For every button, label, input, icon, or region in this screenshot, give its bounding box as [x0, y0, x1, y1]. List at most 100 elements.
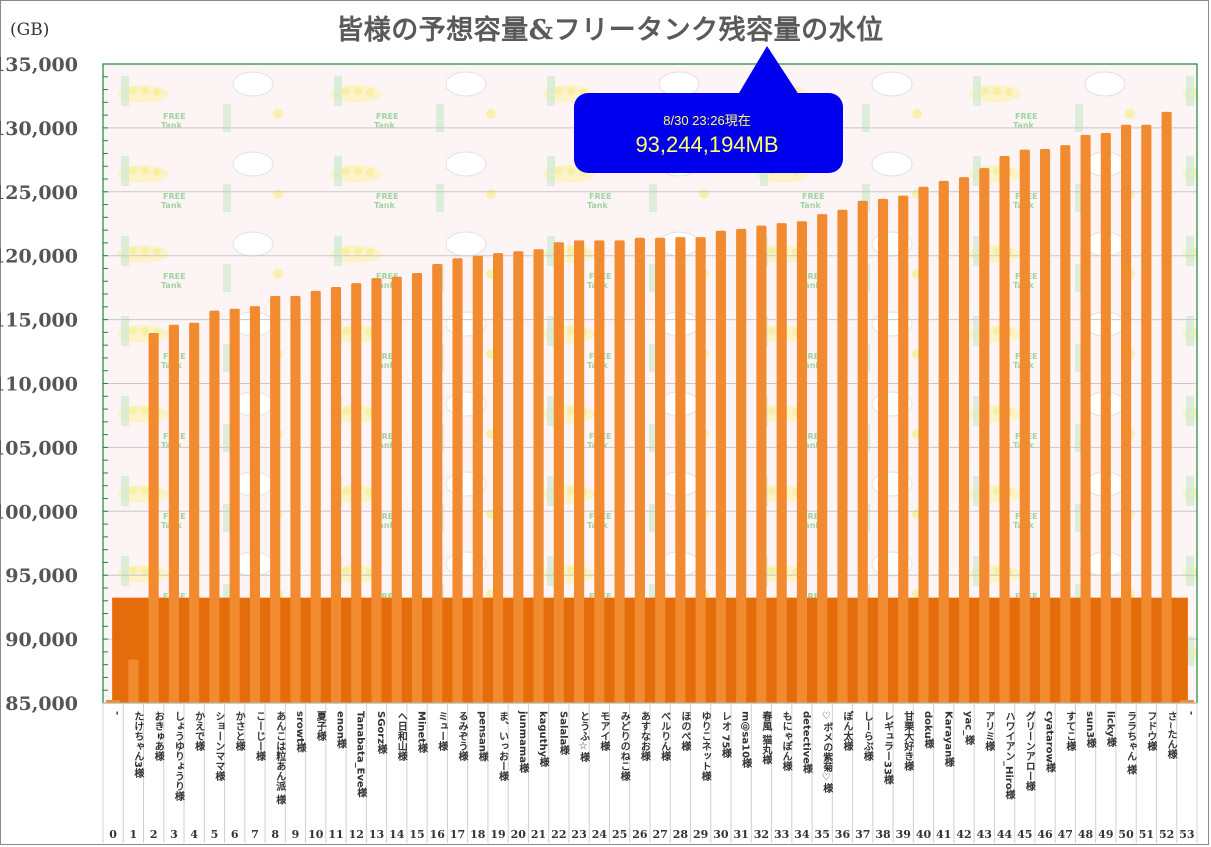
x-index-label: 34 — [794, 828, 810, 841]
x-index-label: 36 — [835, 828, 851, 841]
x-index-label: 41 — [936, 828, 951, 841]
bar — [1019, 149, 1030, 704]
x-index-label: 21 — [531, 828, 546, 841]
bar — [857, 200, 868, 703]
bar — [999, 156, 1010, 704]
x-index-label: 23 — [571, 828, 586, 841]
chart-title: 皆様の予想容量&フリータンク残容量の水位 — [336, 15, 884, 46]
x-index-label: 38 — [875, 828, 891, 841]
bar — [898, 195, 909, 703]
x-index-label: 43 — [977, 828, 992, 841]
bar — [1179, 700, 1194, 703]
y-tick-label: 120,000 — [0, 246, 78, 268]
bar — [634, 237, 645, 704]
bar — [411, 272, 423, 703]
x-category-label: ミュー様 — [436, 711, 448, 752]
bar — [391, 276, 402, 703]
callout-box — [574, 93, 843, 173]
bar — [574, 240, 585, 703]
bar — [209, 310, 220, 703]
x-index-label: 19 — [490, 828, 505, 841]
x-category-label: おきゅあ様 — [152, 711, 164, 762]
x-category-label: グリーンアロー様 — [1023, 710, 1035, 792]
y-tick-label: 100,000 — [0, 501, 78, 523]
x-category-label: ぽん太様 — [841, 710, 854, 752]
bar — [351, 283, 362, 703]
x-category-label: ララちゃん 様 — [1125, 711, 1137, 775]
bar — [1100, 133, 1111, 704]
x-index-label: 8 — [271, 828, 279, 841]
x-index-label: 3 — [170, 828, 178, 841]
y-axis-unit-label: (GB) — [10, 20, 50, 40]
x-category-label: さ~たん様 — [1165, 711, 1177, 760]
x-category-label: あすなお様 — [638, 711, 650, 762]
x-category-label: sun3様 — [1084, 711, 1096, 749]
x-index-label: 24 — [592, 828, 608, 841]
x-index-label: 32 — [754, 828, 769, 841]
bars — [106, 111, 1194, 704]
x-index-label: 2 — [150, 828, 158, 841]
x-index-label: 40 — [916, 828, 932, 841]
x-category-label: しーらぶ様 — [861, 711, 874, 762]
x-index-label: 11 — [328, 828, 343, 841]
x-index-label: 26 — [632, 828, 648, 841]
x-category-label: ヘ日和山様 — [395, 711, 408, 762]
x-index-label: 50 — [1118, 828, 1134, 841]
x-category-label: モアイ様 — [598, 711, 610, 752]
x-index-label: 14 — [389, 828, 405, 841]
bar — [756, 225, 767, 704]
bar — [189, 322, 200, 703]
bar — [675, 237, 686, 703]
bar — [918, 186, 929, 704]
bar — [533, 249, 544, 703]
x-index-label: 37 — [855, 828, 870, 841]
x-index-label: 12 — [349, 828, 364, 841]
x-index-label: 0 — [109, 828, 117, 841]
callout-value: 93,244,194MB — [635, 132, 778, 157]
x-index-label: 16 — [430, 828, 446, 841]
x-index-label: 18 — [470, 828, 486, 841]
bar — [128, 659, 139, 703]
y-tick-label: 110,000 — [0, 374, 78, 396]
bar — [513, 251, 524, 704]
x-category-label: もにゃぽん様 — [780, 711, 792, 772]
x-index-label: 46 — [1037, 828, 1053, 841]
x-category-label: Karayan様 — [942, 711, 954, 768]
bar — [877, 198, 889, 704]
x-index-label: 47 — [1058, 828, 1073, 841]
x-category-label: みどりのねこ様 — [618, 711, 630, 782]
bar — [938, 180, 949, 703]
x-category-label: ほのぺ様 — [679, 711, 691, 752]
x-index-label: 7 — [251, 828, 259, 841]
bar — [553, 242, 564, 703]
y-tick-label: 135,000 — [0, 54, 78, 76]
bar — [229, 308, 240, 703]
callout-annotation: 8/30 23:26現在 93,244,194MB — [574, 46, 843, 173]
bar — [695, 237, 706, 703]
bar — [432, 264, 443, 703]
bar — [817, 214, 828, 704]
x-category-label: Tanabata_Eve様 — [355, 711, 367, 799]
x-index-label: 5 — [211, 828, 219, 841]
x-category-label: 春風 猫丸様 — [760, 710, 773, 765]
bar — [452, 258, 463, 703]
x-category-label: pensan様 — [476, 711, 488, 763]
bar — [1039, 148, 1051, 703]
x-index-label: 13 — [369, 828, 384, 841]
x-index-label: 48 — [1078, 828, 1094, 841]
y-tick-label: 125,000 — [0, 182, 78, 204]
x-category-label: 甘栗大好き様 — [902, 710, 915, 772]
x-category-label: べルりん様 — [659, 711, 671, 762]
x-index-label: 28 — [673, 828, 689, 841]
x-category-label: - — [1185, 711, 1196, 715]
bar — [837, 209, 848, 703]
x-axis: - 0 たけちゃん3様 1 おきゅあ様 2 しょうゆりょうり様 3 かえで様 4 ショーンママ様 5 か… — [102, 702, 1198, 843]
callout-timestamp: 8/30 23:26現在 — [663, 113, 750, 128]
x-index-label: 30 — [713, 828, 729, 841]
bar — [796, 221, 808, 703]
bar — [270, 295, 281, 703]
bar — [1060, 145, 1071, 703]
x-index-label: 15 — [409, 828, 424, 841]
bar — [1121, 124, 1132, 703]
